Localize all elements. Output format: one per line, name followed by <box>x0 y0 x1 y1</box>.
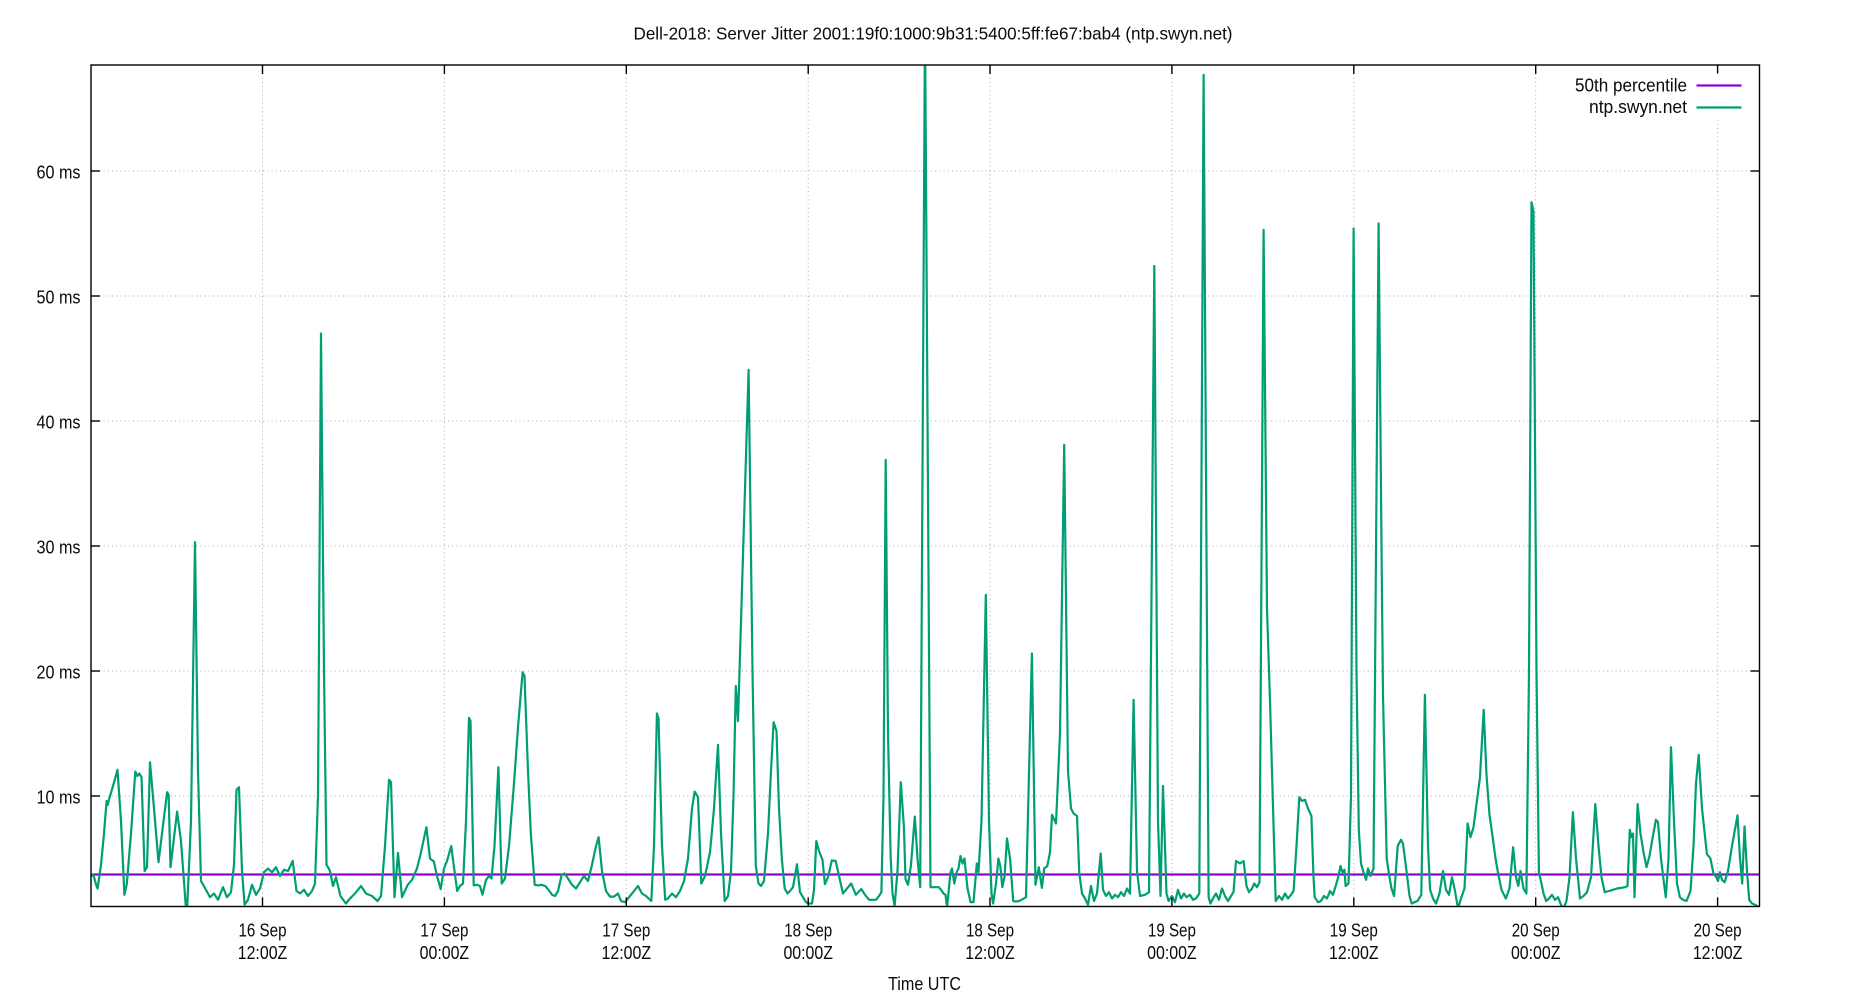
svg-text:12:00Z: 12:00Z <box>1329 942 1379 963</box>
svg-text:19 Sep: 19 Sep <box>1148 920 1196 941</box>
svg-text:17 Sep: 17 Sep <box>420 920 468 941</box>
svg-text:12:00Z: 12:00Z <box>238 942 288 963</box>
svg-text:00:00Z: 00:00Z <box>1147 942 1197 963</box>
svg-text:60 ms: 60 ms <box>37 162 81 183</box>
svg-text:Time UTC: Time UTC <box>888 973 961 994</box>
svg-text:10 ms: 10 ms <box>37 787 81 808</box>
svg-text:12:00Z: 12:00Z <box>602 942 652 963</box>
svg-text:12:00Z: 12:00Z <box>965 942 1015 963</box>
svg-text:16 Sep: 16 Sep <box>239 920 287 941</box>
svg-text:00:00Z: 00:00Z <box>420 942 470 963</box>
svg-text:00:00Z: 00:00Z <box>783 942 833 963</box>
svg-text:17 Sep: 17 Sep <box>602 920 650 941</box>
svg-text:20 Sep: 20 Sep <box>1694 920 1742 941</box>
svg-text:18 Sep: 18 Sep <box>784 920 832 941</box>
svg-text:ntp.swyn.net: ntp.swyn.net <box>1589 96 1687 117</box>
svg-text:50th percentile: 50th percentile <box>1575 75 1687 96</box>
svg-text:30 ms: 30 ms <box>37 537 81 558</box>
svg-text:20 Sep: 20 Sep <box>1512 920 1560 941</box>
svg-text:12:00Z: 12:00Z <box>1693 942 1743 963</box>
svg-text:Dell-2018: Server Jitter 2001:: Dell-2018: Server Jitter 2001:19f0:1000:… <box>634 24 1233 44</box>
svg-text:50 ms: 50 ms <box>37 287 81 308</box>
svg-text:19 Sep: 19 Sep <box>1330 920 1378 941</box>
svg-text:18 Sep: 18 Sep <box>966 920 1014 941</box>
svg-text:40 ms: 40 ms <box>37 412 81 433</box>
svg-text:20 ms: 20 ms <box>37 662 81 683</box>
svg-text:00:00Z: 00:00Z <box>1511 942 1561 963</box>
